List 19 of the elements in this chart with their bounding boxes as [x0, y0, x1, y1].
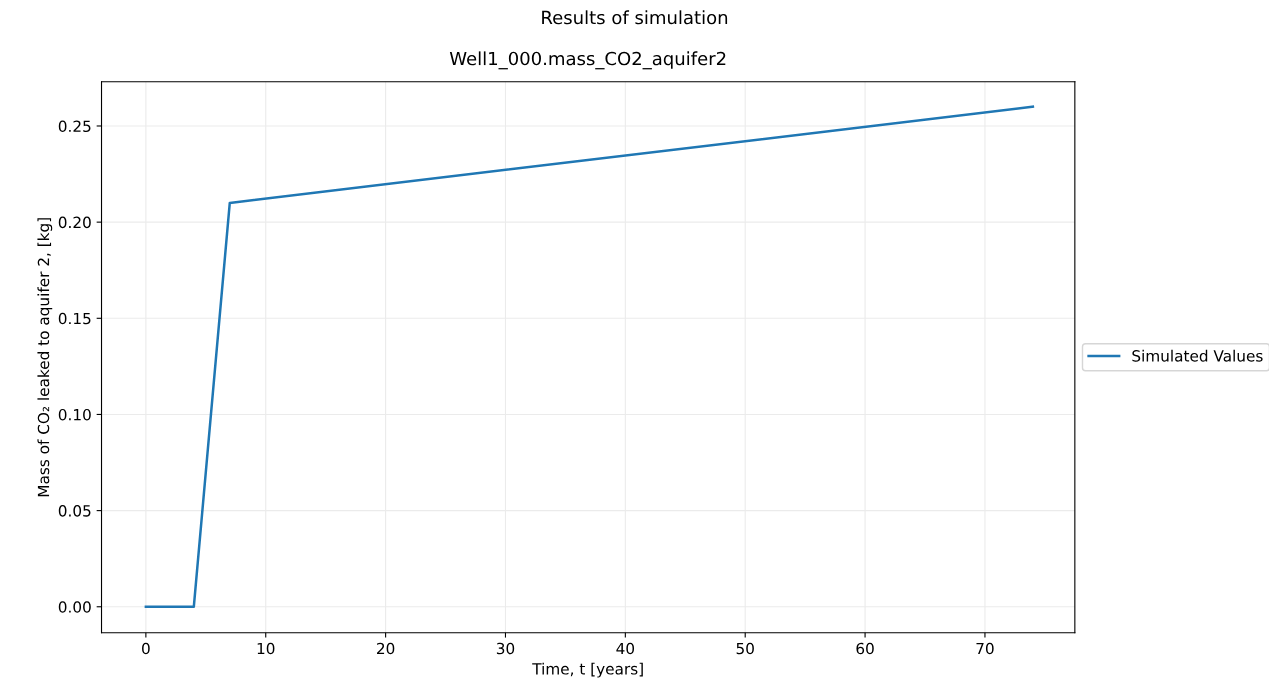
x-tick-label: 10	[257, 642, 275, 655]
x-tick-label: 20	[377, 642, 395, 655]
x-tick-label: 0	[142, 642, 150, 655]
x-tick-label: 30	[496, 642, 515, 655]
x-tick-label: 60	[856, 642, 874, 655]
chart-subtitle: Well1_000.mass_CO2_aquifer2	[449, 51, 726, 70]
y-tick-label: 0.05	[58, 505, 91, 517]
y-axis-title: Mass of CO₂ leaked to aquifer 2, [kg]	[37, 218, 53, 497]
y-tick-label: 0.10	[58, 408, 91, 421]
x-tick-label: 40	[616, 642, 635, 655]
y-tick-label: 0.00	[58, 601, 91, 613]
y-tick-label: 0.15	[58, 312, 91, 325]
x-axis-title: Time, t [years]	[532, 662, 643, 678]
x-tick-label: 70	[976, 642, 994, 655]
y-tick-label: 0.20	[58, 216, 91, 229]
x-tick-label: 50	[736, 642, 754, 655]
legend-label: Simulated Values	[1132, 349, 1263, 362]
chart-title: Results of simulation	[542, 10, 728, 25]
y-tick-label: 0.25	[58, 120, 91, 133]
